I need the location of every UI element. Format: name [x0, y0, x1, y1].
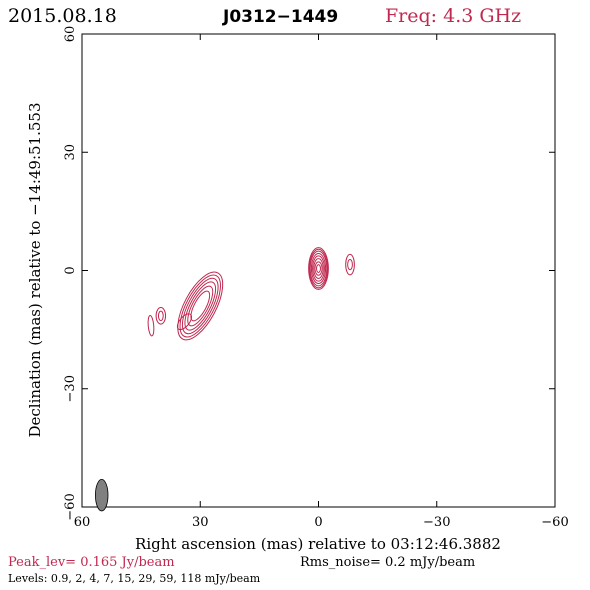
peak-level: Peak_lev= 0.165 Jy/beam — [8, 555, 175, 570]
contour-line — [308, 247, 329, 290]
component-west-knot-1 — [155, 307, 167, 325]
component-west-jet-tail — [176, 313, 193, 331]
contour-levels: Levels: 0.9, 2, 4, 7, 15, 29, 59, 118 mJ… — [8, 572, 261, 585]
x-tick-label: −30 — [423, 515, 450, 530]
y-tick-labels: −60 −30 0 30 60 — [63, 26, 78, 521]
y-axis-label: Declination (mas) relative to −14:49:51.… — [26, 102, 44, 437]
y-tick-label: −30 — [63, 375, 78, 402]
x-tick-label: 0 — [314, 515, 322, 530]
contour-line — [157, 310, 164, 322]
contour-line — [313, 258, 324, 279]
contour-line — [176, 313, 193, 331]
source-title: J0312−1449 — [222, 7, 338, 27]
contour-line — [345, 253, 355, 276]
rms-noise: Rms_noise= 0.2 mJy/beam — [300, 555, 475, 570]
x-tick-labels: 60 30 0 −30 −60 — [74, 515, 569, 530]
plot-frame — [81, 33, 556, 508]
y-tick-label: 30 — [63, 144, 78, 161]
y-tick-label: 60 — [63, 26, 78, 43]
frequency-label: Freq: 4.3 GHz — [385, 5, 521, 27]
component-core — [308, 247, 329, 290]
axis-ticks — [81, 33, 556, 508]
contour-line — [190, 290, 211, 322]
component-east-knot — [345, 253, 355, 276]
contour-line — [314, 261, 323, 276]
contour-line — [310, 253, 327, 285]
observation-date: 2015.08.18 — [8, 5, 117, 27]
contour-line — [347, 258, 353, 271]
contour-line — [181, 277, 219, 335]
contour-line — [155, 307, 167, 325]
contour-line — [179, 274, 221, 338]
y-tick-label: −60 — [63, 493, 78, 520]
x-tick-label: −60 — [541, 515, 568, 530]
contour-line — [147, 314, 155, 337]
contour-line — [309, 250, 328, 287]
contour-line — [177, 271, 224, 341]
beam-ellipse — [95, 479, 109, 512]
component-west-knot-2 — [147, 314, 155, 337]
contour-line — [184, 281, 217, 331]
x-axis-label: Right ascension (mas) relative to 03:12:… — [135, 535, 501, 553]
x-tick-label: 30 — [192, 515, 209, 530]
x-tick-label: 60 — [74, 515, 91, 530]
contour-line — [316, 264, 321, 273]
contour-layer — [147, 247, 355, 341]
component-west-jet-main — [177, 271, 224, 341]
beam-ellipse-layer — [95, 479, 109, 512]
y-tick-label: 0 — [63, 266, 78, 274]
contour-line — [308, 248, 329, 289]
contour-line — [187, 285, 214, 327]
contour-line — [312, 255, 325, 282]
